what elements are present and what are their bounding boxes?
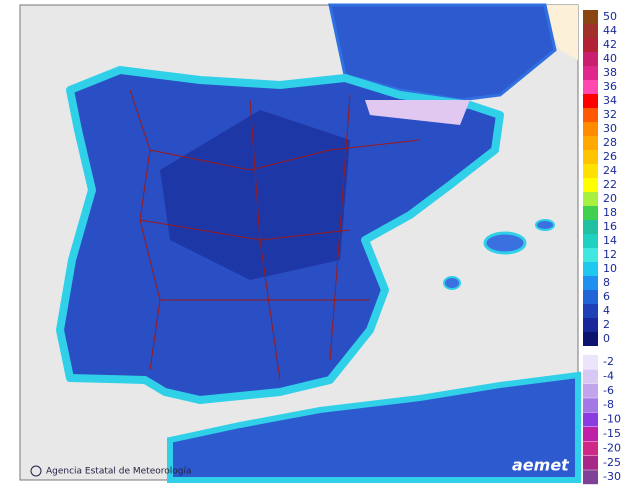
legend-swatch: [583, 290, 598, 304]
legend-label: 30: [603, 122, 617, 135]
legend-label: 24: [603, 164, 617, 177]
legend-swatch: [583, 220, 598, 234]
credit: Agencia Estatal de Meteorología: [46, 467, 192, 477]
legend-swatch: [583, 136, 598, 150]
legend-swatch: [583, 66, 598, 80]
legend-swatch: [583, 441, 598, 456]
legend-label: 0: [603, 332, 610, 345]
legend-swatch: [583, 80, 598, 94]
legend-label: 36: [603, 80, 617, 93]
legend-swatch: [583, 262, 598, 276]
interior-cold: [160, 110, 350, 280]
legend-label: 50: [603, 10, 617, 23]
legend-label: -10: [603, 413, 621, 426]
africa: [167, 371, 581, 483]
legend-swatch: [583, 108, 598, 122]
legend-swatch: [583, 52, 598, 66]
legend-swatch: [583, 276, 598, 290]
legend-label: 2: [603, 318, 610, 331]
legend-swatch: [583, 206, 598, 220]
legend-label: 38: [603, 66, 617, 79]
legend-label: -4: [603, 369, 614, 382]
legend-swatch: [583, 355, 598, 369]
legend-label: 16: [603, 220, 617, 233]
ibiza: [443, 276, 461, 290]
legend-label: 44: [603, 24, 617, 37]
legend-swatch: [583, 94, 598, 108]
credit-icon: [30, 465, 42, 477]
legend-label: 18: [603, 206, 617, 219]
legend-swatch: [583, 164, 598, 178]
legend-label: -25: [603, 456, 621, 469]
legend-swatch: [583, 398, 598, 413]
legend-label: 8: [603, 276, 610, 289]
logo: aemet: [512, 456, 570, 475]
legend-label: 26: [603, 150, 617, 163]
menorca: [535, 219, 555, 231]
legend-swatch: [583, 318, 598, 332]
legend-swatch: [583, 383, 598, 398]
legend-swatch: [583, 10, 598, 24]
legend-label: -20: [603, 441, 621, 454]
pyrenees: [365, 100, 470, 125]
legend-label: -15: [603, 427, 621, 440]
legend-label: 4: [603, 304, 610, 317]
legend-swatch: [583, 412, 598, 427]
legend-label: 14: [603, 234, 617, 247]
legend-label: 34: [603, 94, 617, 107]
legend-label: -2: [603, 355, 614, 368]
legend-label: 6: [603, 290, 610, 303]
legend-swatch: [583, 24, 598, 38]
legend-label: -30: [603, 470, 621, 483]
legend-label: -8: [603, 398, 614, 411]
legend-label: 42: [603, 38, 617, 51]
legend-swatch: [583, 150, 598, 164]
borders: [129, 89, 421, 381]
legend-label: 10: [603, 262, 617, 275]
legend-label: 12: [603, 248, 617, 261]
mallorca: [483, 231, 527, 255]
legend-swatch: [583, 248, 598, 262]
legend-label: 40: [603, 52, 617, 65]
legend-label: 32: [603, 108, 617, 121]
legend-swatch: [583, 38, 598, 52]
legend-label: -6: [603, 384, 614, 397]
legend-label: 22: [603, 178, 617, 191]
legend-swatch: [583, 122, 598, 136]
legend-swatch: [583, 304, 598, 318]
legend-swatch: [583, 192, 598, 206]
legend-swatch: [583, 470, 598, 485]
legend-swatch: [583, 332, 598, 346]
legend-swatch: [583, 427, 598, 441]
legend-swatch: [583, 369, 598, 384]
legend-swatch: [583, 178, 598, 192]
legend: 5044424038363432302826242220181614121086…: [583, 10, 621, 485]
legend-label: 28: [603, 136, 617, 149]
legend-label: 20: [603, 192, 617, 205]
legend-swatch: [583, 455, 598, 470]
legend-swatch: [583, 234, 598, 248]
